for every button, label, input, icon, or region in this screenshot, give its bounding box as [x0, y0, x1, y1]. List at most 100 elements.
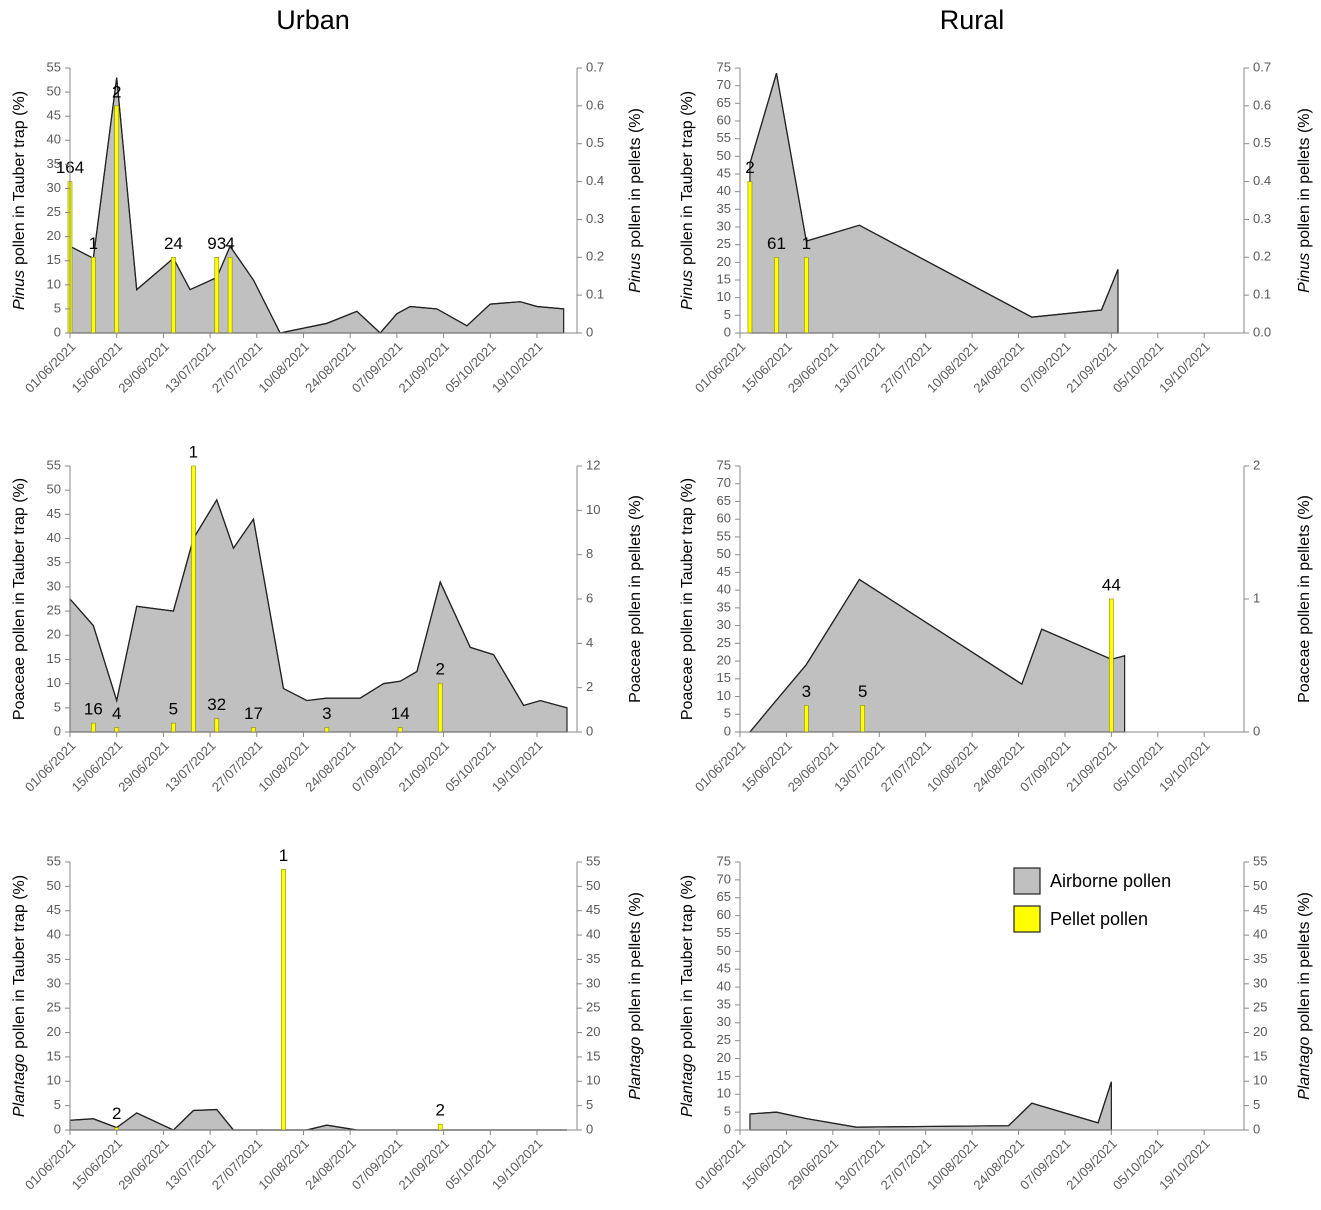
- bar-label: 32: [207, 695, 226, 714]
- axis-title-text: pollen in pellets (%): [627, 495, 644, 635]
- y-tick-label: 40: [717, 582, 731, 597]
- taxon: Plantago: [627, 1037, 644, 1100]
- area-line: [749, 1081, 1112, 1128]
- y2-tick-label: 0.0: [1253, 324, 1271, 339]
- y-tick-label: 50: [47, 482, 61, 497]
- y-tick-label: 55: [717, 528, 731, 543]
- y2-tick-label: 0.5: [586, 135, 604, 150]
- y2-tick-label: 0.5: [1253, 135, 1271, 150]
- y-tick-label: 50: [717, 943, 731, 958]
- y2-tick-label: 1: [1253, 590, 1260, 605]
- bar: [171, 256, 176, 334]
- y2-tick-label: 0.3: [1253, 211, 1271, 226]
- bar: [397, 727, 403, 733]
- y-tick-label: 20: [717, 1050, 731, 1065]
- y-tick-label: 5: [54, 699, 61, 714]
- y-tick-label: 70: [717, 77, 731, 92]
- bar-label: 14: [391, 704, 410, 723]
- y-tick-label: 55: [717, 925, 731, 940]
- y-tick-label: 15: [717, 1068, 731, 1083]
- area-line: [749, 73, 1119, 318]
- y2-tick-label: 45: [1253, 902, 1267, 917]
- legend-swatch: [1013, 905, 1041, 933]
- y-tick-label: 25: [717, 635, 731, 650]
- y-tick-label: 55: [47, 59, 61, 74]
- y-tick-label: 60: [717, 112, 731, 127]
- bar-label: 3: [802, 682, 811, 701]
- legend-swatch: [1013, 867, 1041, 895]
- y-tick-label: 20: [47, 1024, 61, 1039]
- bar-label: 3: [322, 704, 331, 723]
- y2-tick-label: 6: [586, 590, 593, 605]
- bar-label: 61: [767, 234, 786, 253]
- bar-label: 1: [279, 846, 288, 865]
- bar: [114, 727, 119, 733]
- bar-label: 2: [112, 1104, 121, 1123]
- y-tick-label: 25: [717, 236, 731, 251]
- legend-label: Pellet pollen: [1050, 909, 1148, 929]
- y-tick-label: 25: [47, 1000, 61, 1015]
- bar-label: 17: [244, 704, 263, 723]
- y-tick-label: 10: [717, 688, 731, 703]
- bar: [281, 869, 286, 1131]
- taxon: Poaceae: [679, 657, 696, 720]
- y2-tick-label: 30: [586, 975, 600, 990]
- y-tick-label: 40: [47, 927, 61, 942]
- column-title: Rural: [940, 5, 1005, 35]
- bar-label: 16: [84, 700, 103, 719]
- y-tick-label: 10: [717, 289, 731, 304]
- y-tick-label: 30: [717, 1014, 731, 1029]
- y2-tick-label: 25: [586, 1000, 600, 1015]
- bar: [860, 705, 865, 733]
- y2-tick-label: 15: [586, 1048, 600, 1063]
- area-line: [69, 1108, 567, 1131]
- y-tick-label: 45: [717, 961, 731, 976]
- bar: [191, 465, 196, 733]
- y-tick-label: 35: [47, 156, 61, 171]
- y-tick-label: 5: [724, 1104, 731, 1119]
- y2-tick-label: 8: [586, 546, 593, 561]
- y2-tick-label: 0.1: [586, 287, 604, 302]
- y-tick-label: 70: [717, 871, 731, 886]
- y2-tick-label: 0: [586, 1121, 593, 1136]
- y-tick-label: 5: [724, 307, 731, 322]
- y-tick-label: 65: [717, 889, 731, 904]
- bar-label: 1: [802, 234, 811, 253]
- axis-title-text: pollen in pellets (%): [627, 892, 644, 1032]
- bar-label: 93: [207, 234, 226, 253]
- x-tick-label: 19/10/2021: [489, 339, 546, 396]
- taxon: Plantago: [679, 1054, 696, 1117]
- y-tick-label: 25: [47, 603, 61, 618]
- y2-tick-label: 12: [586, 457, 600, 472]
- y-tick-label: 50: [717, 148, 731, 163]
- y2-tick-label: 20: [586, 1024, 600, 1039]
- legend-label: Airborne pollen: [1050, 871, 1171, 891]
- y2-tick-label: 0: [586, 723, 593, 738]
- x-tick-label: 19/10/2021: [489, 1136, 546, 1193]
- x-tick-label: 19/10/2021: [1156, 1136, 1213, 1193]
- y2-tick-label: 30: [1253, 975, 1267, 990]
- y-tick-label: 10: [717, 1086, 731, 1101]
- bar-label: 24: [164, 234, 183, 253]
- y2-tick-label: 2: [586, 679, 593, 694]
- y-tick-label: 35: [47, 554, 61, 569]
- y-tick-label: 10: [47, 675, 61, 690]
- y2-tick-label: 40: [1253, 927, 1267, 942]
- bar-label: 2: [745, 158, 754, 177]
- y-tick-label: 55: [47, 853, 61, 868]
- y2-tick-label: 10: [586, 502, 600, 517]
- y-axis-title: Poaceae pollen in Tauber trap (%): [11, 478, 28, 720]
- y-tick-label: 50: [47, 84, 61, 99]
- y-axis-title: Plantago pollen in Tauber trap (%): [11, 875, 28, 1117]
- bar-label: 4: [225, 234, 234, 253]
- area-line: [749, 578, 1125, 733]
- y2-tick-label: 35: [1253, 951, 1267, 966]
- taxon: Poaceae: [11, 657, 28, 720]
- y2-tick-label: 40: [586, 927, 600, 942]
- y-tick-label: 35: [717, 599, 731, 614]
- y2-tick-label: 45: [586, 902, 600, 917]
- y-tick-label: 20: [47, 627, 61, 642]
- bar-label: 2: [436, 660, 445, 679]
- axis-title-text: pollen in Tauber trap (%): [679, 478, 696, 652]
- y-tick-label: 30: [717, 617, 731, 632]
